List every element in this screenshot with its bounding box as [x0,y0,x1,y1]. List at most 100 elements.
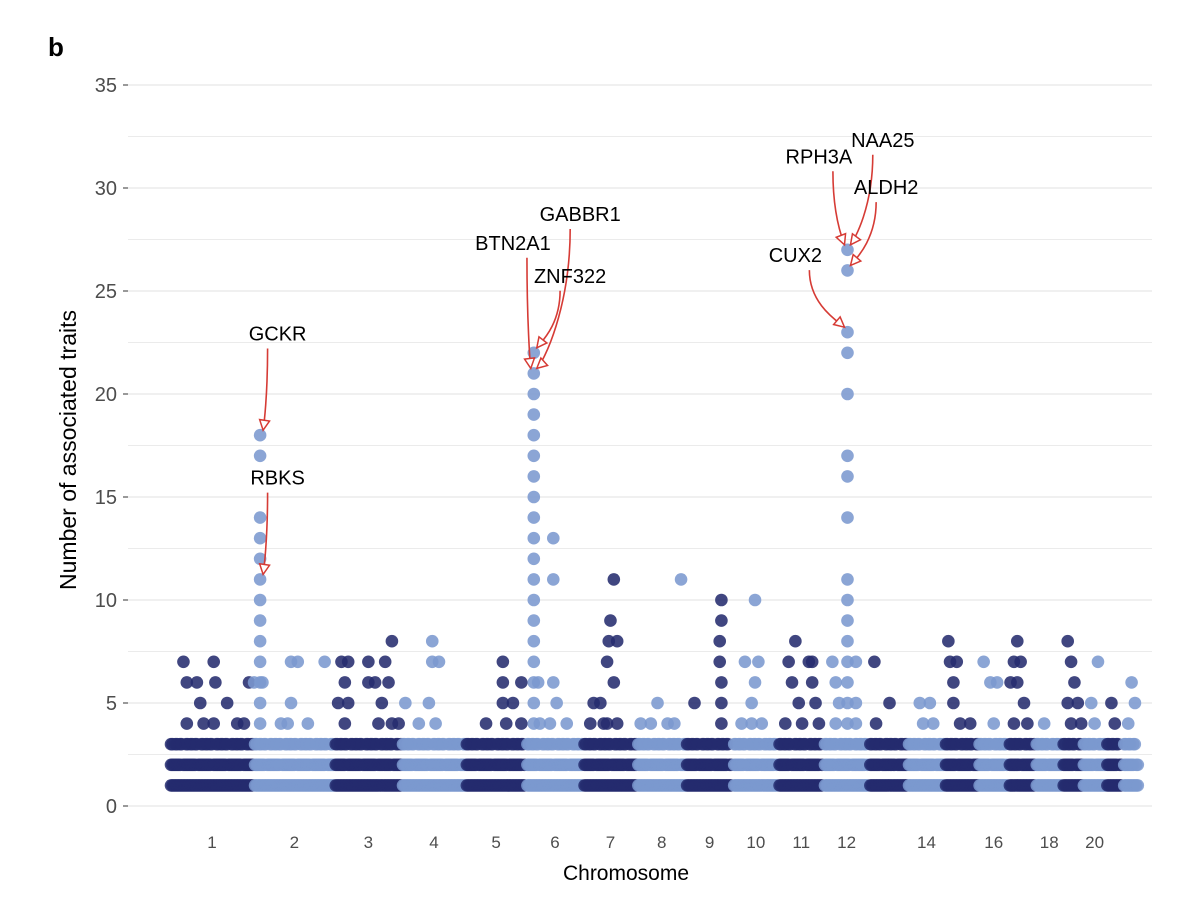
annotation-arrowhead [834,232,847,247]
data-point [197,717,210,730]
data-point [789,634,802,648]
annotation-label: ZNF322 [534,266,606,288]
data-point [253,552,267,566]
data-point [597,717,611,730]
data-point [947,676,960,689]
data-point [560,717,574,730]
data-point [594,696,607,710]
annotation-arrowhead [849,253,863,267]
data-point [1131,779,1145,792]
annotation-arrowhead [535,335,549,350]
annotation-arrow [832,171,846,246]
data-point [841,264,854,277]
data-point [253,531,267,545]
data-point [841,346,854,360]
data-point [378,655,392,669]
y-axis-title: Number of associated traits [55,310,81,590]
data-point [1128,737,1142,751]
data-point [412,717,426,730]
annotation-arrow [526,257,532,369]
data-point [550,696,563,710]
data-point [533,717,547,730]
data-point [499,717,513,730]
data-point [795,717,809,730]
data-point [527,552,541,566]
annotation-label: BTN2A1 [475,233,551,255]
data-point [600,655,614,669]
data-point [429,717,442,730]
data-point [527,387,541,401]
data-point [926,717,940,730]
data-point [527,490,541,504]
data-point [177,655,190,669]
annotation-label: ALDH2 [854,177,918,199]
data-point [713,634,727,648]
data-point [604,614,617,627]
data-point [745,696,758,710]
annotation-label: GCKR [249,323,307,345]
data-point [274,717,288,730]
data-point [792,696,806,710]
data-point [527,346,541,360]
data-point [715,717,728,730]
data-point [496,676,510,689]
data-point [923,696,937,710]
grid-lines [128,84,1152,807]
y-tick-label: 30 [95,178,117,200]
data-point [180,717,194,730]
x-tick-label: 3 [364,833,373,852]
data-point [1074,717,1088,730]
data-point [841,634,854,648]
data-point [953,717,967,730]
annotation-arrowhead [523,356,536,371]
x-tick-label: 7 [606,833,615,852]
data-point [515,717,528,730]
annotation-arrowhead [258,562,271,577]
x-tick-label: 5 [491,833,500,852]
data-point [1105,696,1118,710]
data-point [748,676,762,689]
x-tick-label: 6 [550,833,559,852]
x-tick-label: 11 [792,833,810,852]
annotation-arrowhead [832,315,846,329]
data-point [1037,717,1051,730]
data-point [425,634,439,648]
data-point [253,614,267,627]
data-point [479,717,493,730]
data-point [341,655,355,669]
data-point [546,531,560,545]
data-point [527,634,541,648]
data-point [668,717,681,730]
data-point [362,655,375,669]
data-point [515,676,528,689]
data-point [782,655,795,669]
data-point [253,428,267,442]
data-point [841,325,854,339]
data-point [209,676,222,689]
x-tick-label: 1 [207,833,216,852]
data-points [164,243,1145,792]
data-point [990,676,1004,689]
data-point [392,717,405,730]
annotation-label: RPH3A [786,146,853,168]
data-point [715,614,728,627]
data-point [841,243,854,257]
data-point [527,655,541,669]
y-tick-label: 0 [106,796,117,818]
data-point [849,655,863,669]
data-point [382,676,395,689]
data-point [301,717,315,730]
data-point [372,717,385,730]
y-tick-label: 10 [95,590,117,612]
data-point [1010,676,1024,689]
annotation-arrow [262,348,269,431]
data-point [1061,696,1075,710]
data-point [841,470,854,483]
data-point [809,696,822,710]
data-point [399,696,412,710]
data-point [432,655,446,669]
data-point [947,696,960,710]
data-point [385,634,399,648]
x-tick-label: 2 [290,833,299,852]
data-point [496,696,510,710]
